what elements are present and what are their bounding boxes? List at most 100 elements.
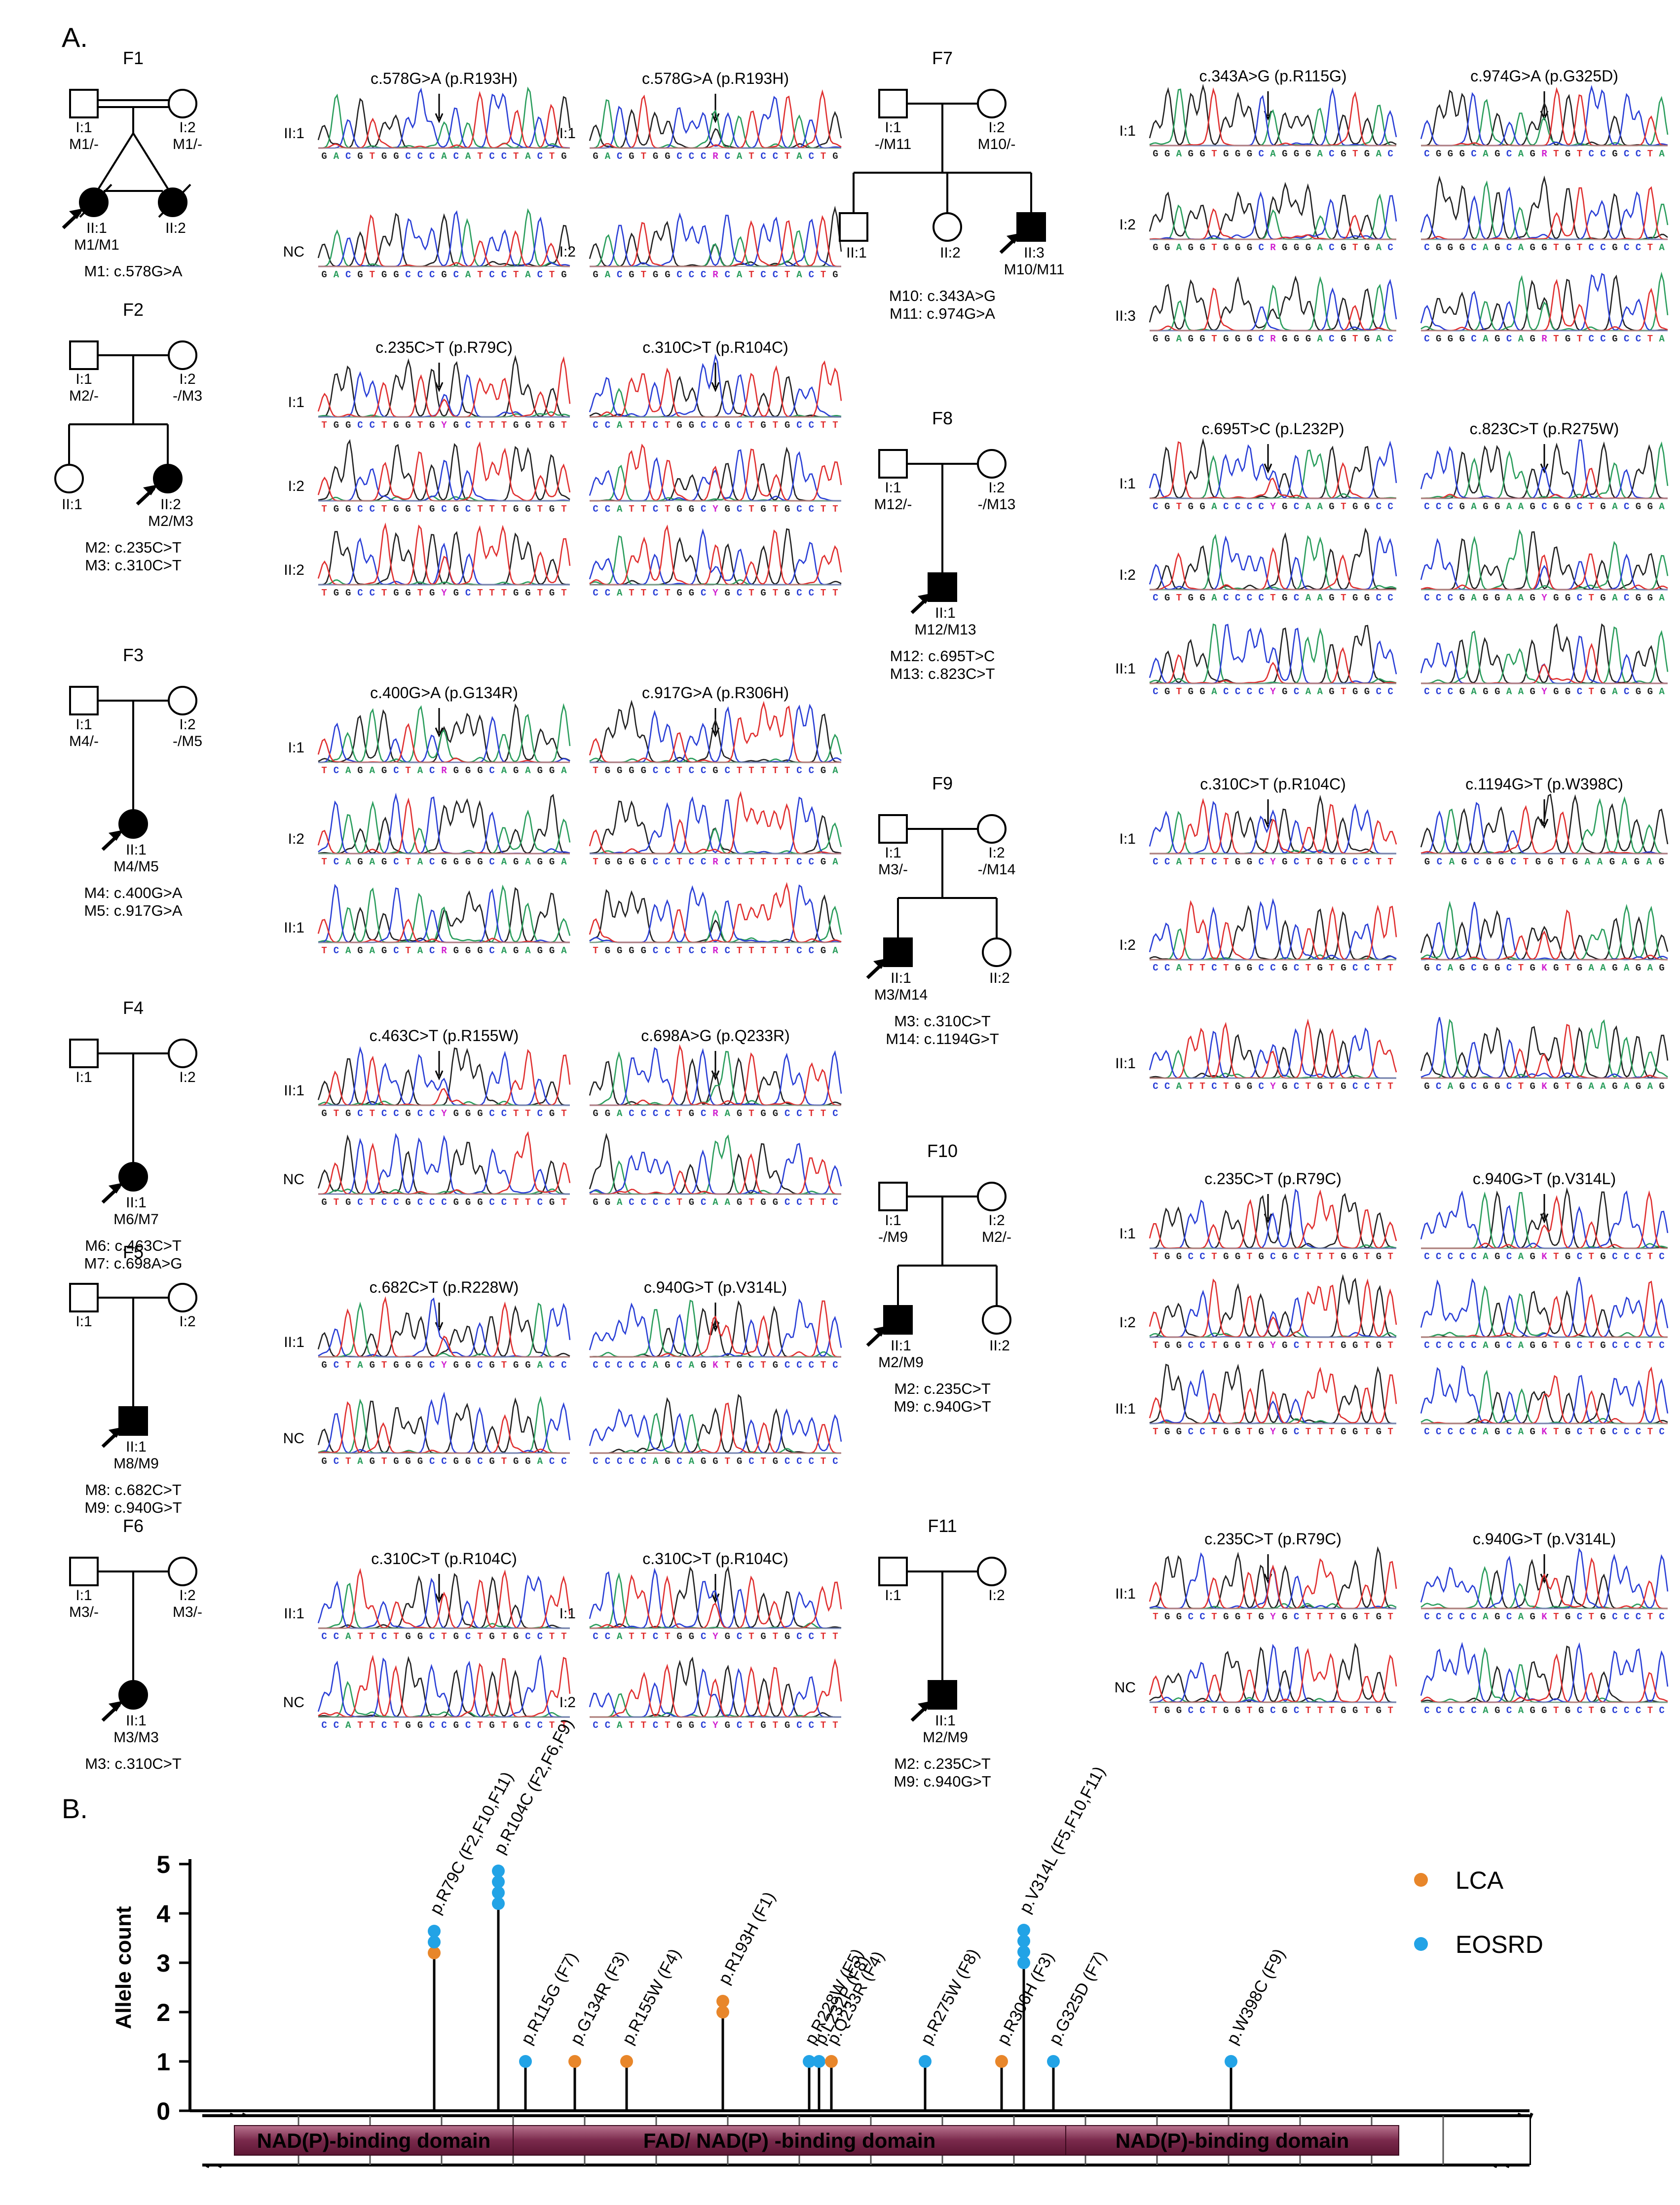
base-call: G bbox=[465, 1456, 471, 1467]
base-call: C bbox=[832, 1456, 838, 1467]
base-call: C bbox=[1188, 1251, 1194, 1262]
base-call: T bbox=[784, 765, 790, 776]
base-call: T bbox=[334, 1108, 339, 1119]
base-call: G bbox=[393, 151, 399, 162]
mother-genotype: M2/- bbox=[982, 1229, 1011, 1245]
base-call: A bbox=[501, 765, 507, 776]
base-call: G bbox=[513, 1720, 519, 1731]
base-call: T bbox=[1647, 1340, 1653, 1351]
base-call: C bbox=[1223, 501, 1229, 512]
base-call: G bbox=[357, 269, 363, 280]
base-call: G bbox=[617, 765, 622, 776]
trace-g-channel bbox=[1149, 1363, 1396, 1424]
base-call: G bbox=[1235, 963, 1240, 973]
base-call: T bbox=[549, 269, 555, 280]
base-call: A bbox=[537, 1360, 543, 1371]
base-call: R bbox=[1270, 242, 1276, 253]
base-call: C bbox=[1153, 963, 1158, 973]
base-call: G bbox=[549, 1197, 555, 1208]
sample-label: NC bbox=[1115, 1680, 1136, 1696]
base-call: G bbox=[405, 1108, 411, 1119]
base-call: C bbox=[1577, 686, 1582, 697]
base-call: C bbox=[1506, 1340, 1512, 1351]
child-id: II:2 bbox=[940, 245, 961, 261]
base-call: C bbox=[1471, 1251, 1476, 1262]
base-call: G bbox=[1494, 501, 1500, 512]
base-call: G bbox=[773, 1197, 778, 1208]
base-call: C bbox=[1258, 963, 1264, 973]
base-call: C bbox=[1659, 1251, 1664, 1262]
base-call: G bbox=[1494, 242, 1500, 253]
base-call: T bbox=[1306, 1426, 1311, 1437]
base-call: G bbox=[1199, 149, 1205, 159]
chromatogram-row: I:2T G G C C T G G T G C G C T T T G G T G T bbox=[288, 439, 571, 515]
chromatogram-f11-1: c.235C>T (p.R79C)II:1T G G C C T G G T G Y G C T T T G G T… bbox=[1115, 1530, 1397, 1716]
base-call: G bbox=[370, 1360, 375, 1371]
base-call: G bbox=[1530, 334, 1535, 344]
base-call: C bbox=[1387, 149, 1393, 159]
chromatogram-f5-1: c.682C>T (p.R228W)II:1G C T A G T G G G C Y G G C G T G G… bbox=[283, 1278, 571, 1467]
base-call: C bbox=[1424, 501, 1429, 512]
base-call: C bbox=[809, 588, 814, 598]
base-call: G bbox=[1553, 593, 1559, 603]
base-call: G bbox=[465, 945, 471, 956]
trace-c-channel bbox=[1150, 1289, 1396, 1338]
trace-g-channel bbox=[590, 1394, 841, 1454]
father-symbol bbox=[69, 1039, 99, 1068]
base-call: G bbox=[1247, 857, 1252, 867]
base-call: G bbox=[1235, 857, 1240, 867]
base-call: T bbox=[1306, 1611, 1311, 1622]
base-call: C bbox=[321, 1631, 327, 1642]
base-call: G bbox=[1565, 1426, 1570, 1437]
mutation-arrow-head bbox=[711, 382, 720, 392]
base-call: C bbox=[617, 1360, 622, 1371]
base-call: T bbox=[1553, 1340, 1559, 1351]
base-call: T bbox=[501, 504, 507, 515]
base-call: C bbox=[1258, 242, 1264, 253]
base-call: C bbox=[796, 857, 802, 867]
base-call: G bbox=[1352, 593, 1358, 603]
base-call: C bbox=[605, 1456, 610, 1467]
trace-g-channel bbox=[1150, 527, 1397, 591]
variant-lollipop: p.R275W (F8) bbox=[917, 1945, 983, 2111]
mutation-title: c.400G>A (p.G134R) bbox=[370, 684, 518, 702]
base-call: G bbox=[1282, 1705, 1287, 1716]
base-call: G bbox=[1352, 1426, 1358, 1437]
sample-label: I:1 bbox=[1120, 476, 1136, 492]
base-call: C bbox=[357, 1108, 363, 1119]
base-call: G bbox=[1223, 1426, 1229, 1437]
base-call: G bbox=[429, 504, 435, 515]
base-call: T bbox=[1247, 1426, 1252, 1437]
base-call: C bbox=[737, 1631, 742, 1642]
variant-lollipop: p.W398C (F9) bbox=[1223, 1945, 1289, 2111]
base-call: G bbox=[1306, 149, 1311, 159]
variant-dot-eosrd bbox=[428, 1925, 441, 1938]
mutation-title: c.343A>G (p.R115G) bbox=[1199, 67, 1346, 85]
base-call: C bbox=[809, 857, 814, 867]
base-call: A bbox=[345, 857, 351, 867]
base-call: T bbox=[809, 1108, 814, 1119]
base-call: G bbox=[1341, 1426, 1346, 1437]
base-call: C bbox=[605, 588, 610, 598]
mutation-arrow-head bbox=[711, 1070, 720, 1081]
base-call: T bbox=[629, 504, 634, 515]
panel-a-label: A. bbox=[62, 22, 88, 53]
base-call: C bbox=[809, 269, 814, 280]
base-call: G bbox=[1612, 149, 1617, 159]
base-call: G bbox=[605, 765, 610, 776]
base-call: A bbox=[1506, 501, 1512, 512]
base-call: C bbox=[1636, 1251, 1641, 1262]
base-call: A bbox=[1176, 1081, 1182, 1092]
father-id: I:1 bbox=[75, 371, 92, 387]
father-symbol bbox=[878, 814, 908, 844]
base-call: G bbox=[1341, 242, 1346, 253]
base-call: G bbox=[784, 504, 790, 515]
base-call: T bbox=[1387, 1611, 1393, 1622]
base-call: G bbox=[1541, 1705, 1547, 1716]
base-call: A bbox=[1624, 963, 1630, 973]
base-call: A bbox=[1483, 1340, 1489, 1351]
base-call: G bbox=[1364, 593, 1370, 603]
base-call: C bbox=[489, 1197, 494, 1208]
base-call: C bbox=[1199, 1705, 1205, 1716]
